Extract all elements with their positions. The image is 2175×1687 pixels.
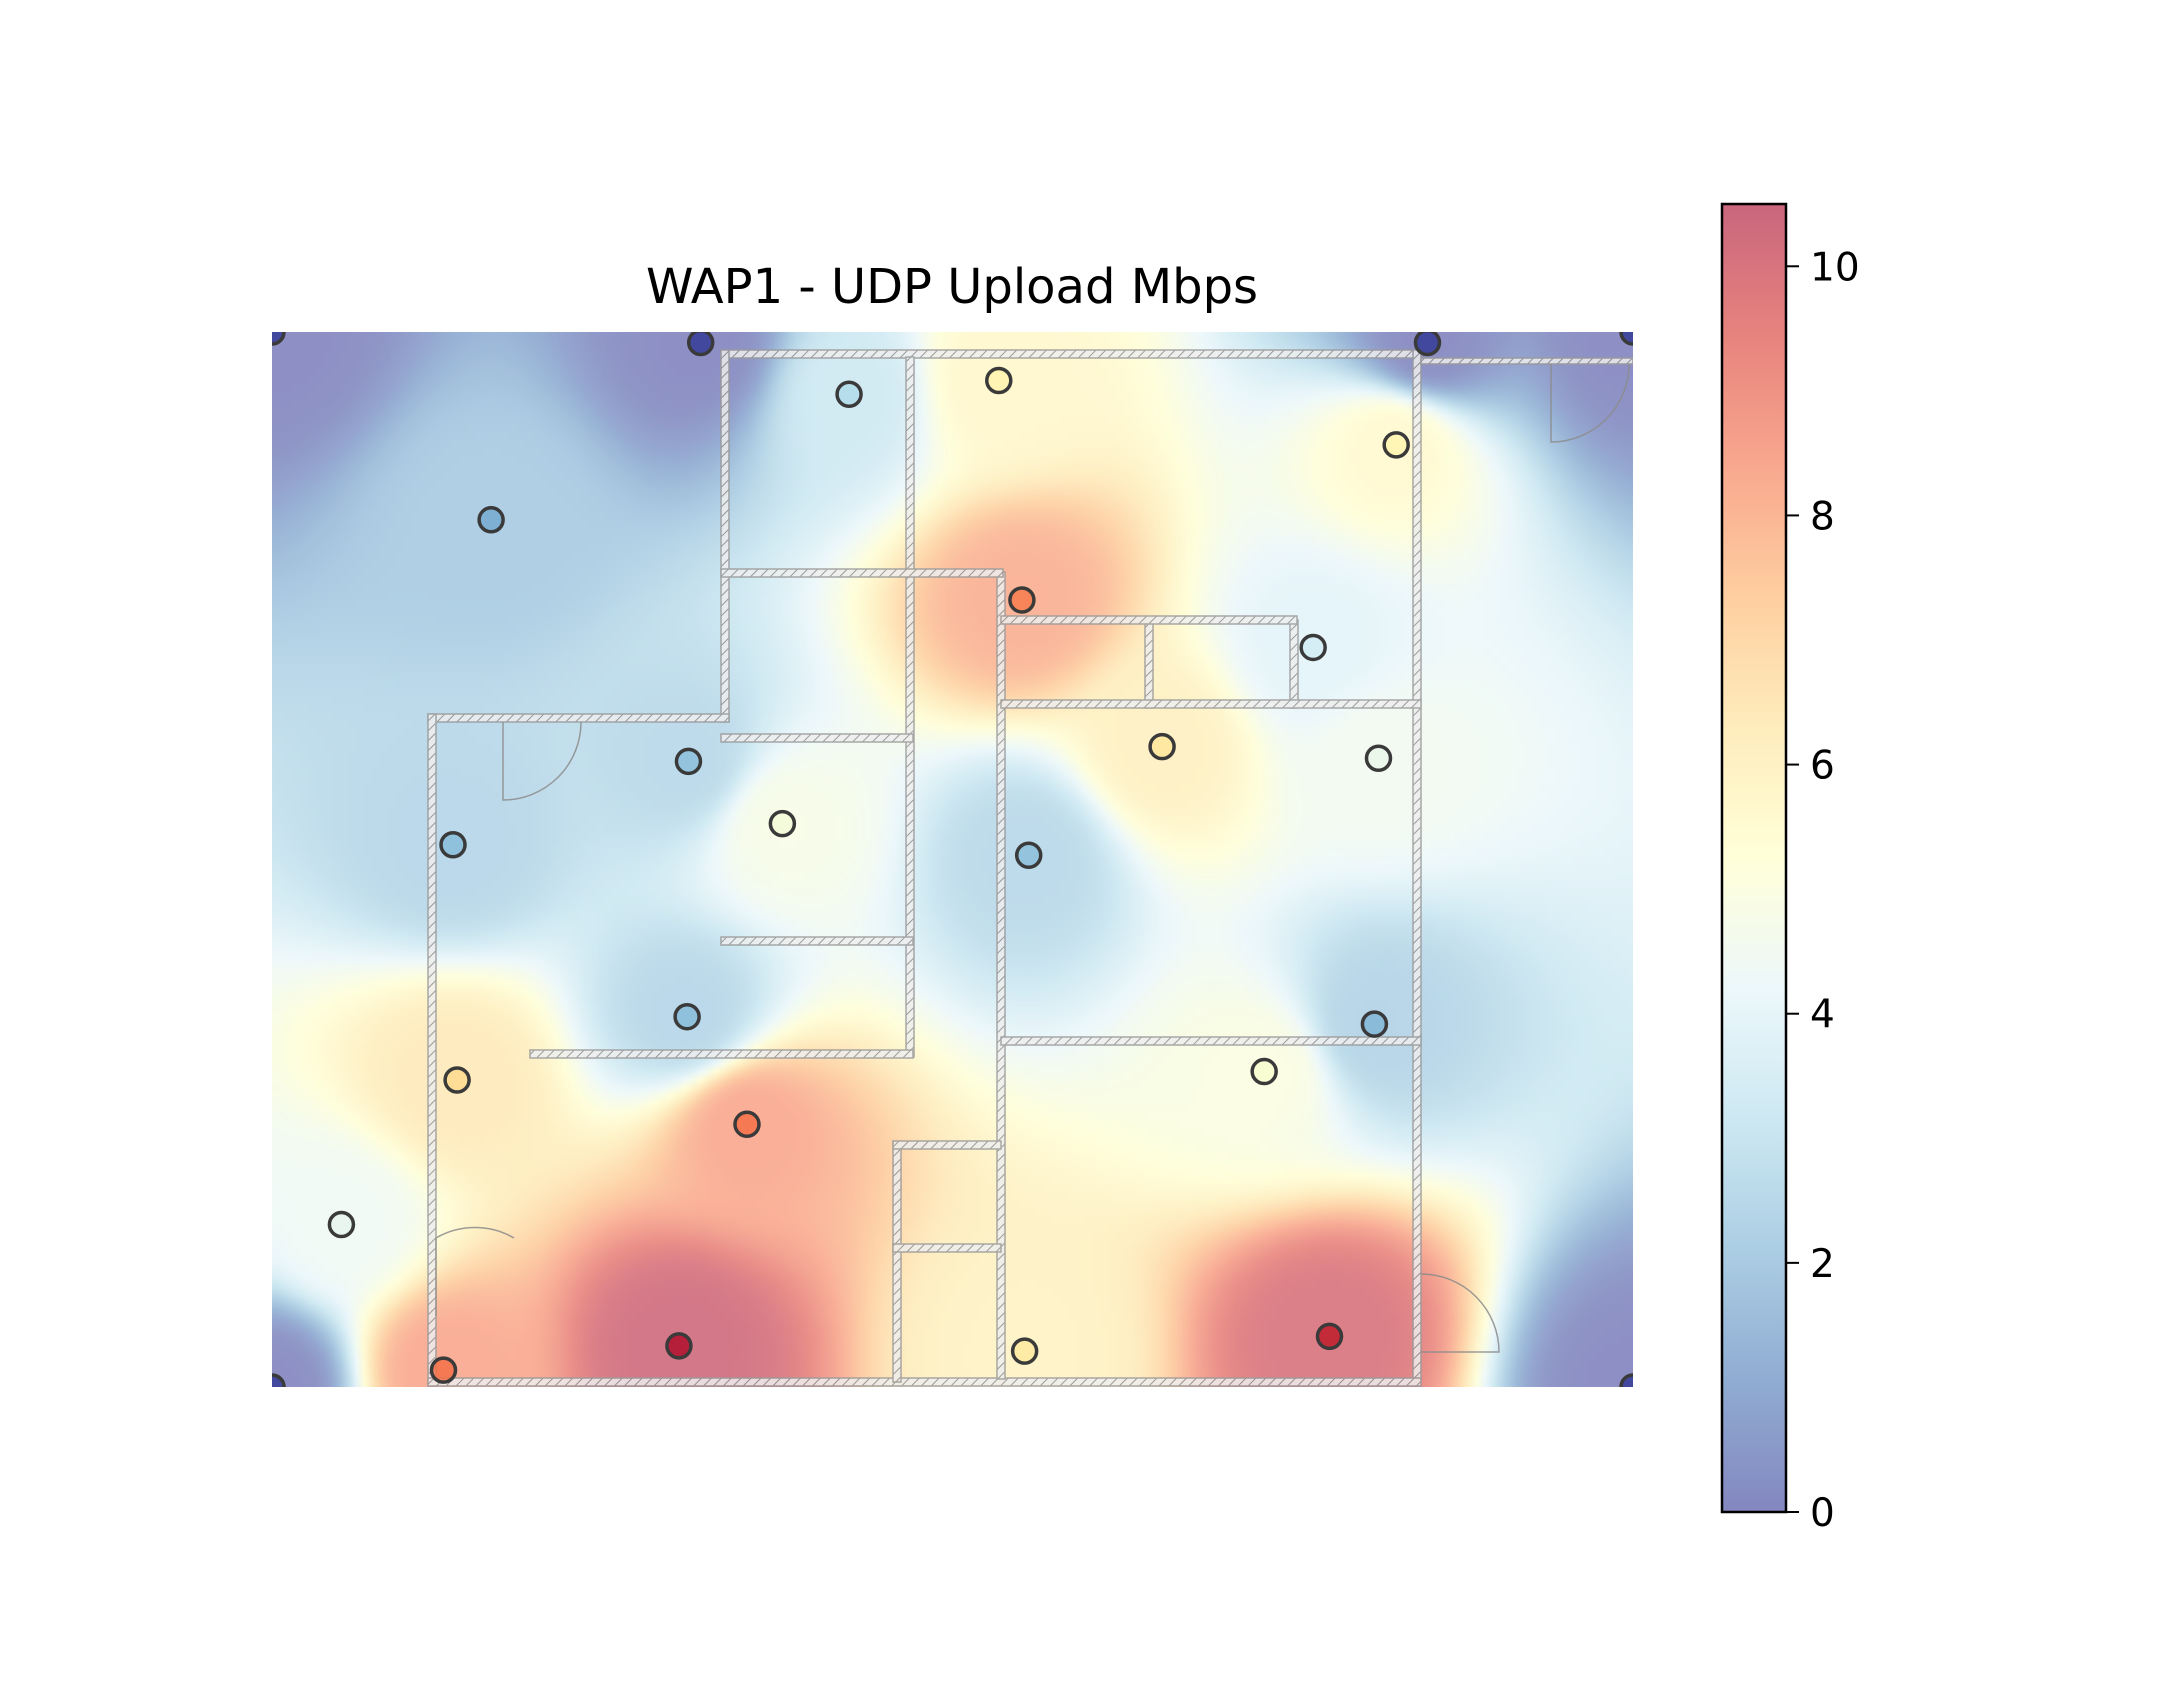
measurement-point [443,1066,471,1094]
measurement-point [1014,841,1043,870]
measurement-point [1382,431,1410,459]
colorbar-tick-label: 10 [1810,245,1860,290]
measurement-point [429,1356,458,1384]
measurement-point [272,1373,286,1387]
measurement-point [665,1332,693,1360]
measurement-point [768,809,797,838]
measurement-point [1315,1322,1344,1351]
measurement-point [985,366,1013,395]
colorbar-frame [1720,202,1788,1514]
measurement-point [1250,1057,1278,1086]
colorbar-gradient [1722,204,1786,1512]
measurement-point [1413,332,1442,357]
colorbar-tick-label: 8 [1810,494,1835,539]
plot-area [272,332,1633,1387]
chart-title: WAP1 - UDP Upload Mbps [646,259,1258,315]
measurement-point [1619,1373,1633,1387]
colorbar-tick-label: 4 [1810,993,1835,1038]
measurement-point [477,506,505,534]
measurement-point [686,332,715,357]
measurement-point [1148,732,1176,761]
colorbar-tick-label: 0 [1810,1491,1835,1536]
measurement-point [1008,586,1036,614]
heatmap-surface [272,332,1633,1387]
measurement-point [1299,633,1327,662]
measurement-point [272,332,286,346]
measurement-point [327,1210,356,1239]
colorbar: 0 2 4 6 8 10 [1720,202,1860,1536]
walls [427,349,1633,1387]
measurement-points [272,332,1633,1387]
measurement-point [733,1110,761,1139]
floor-plan [427,349,1633,1387]
measurement-point [1010,1337,1039,1365]
measurement-point [1619,332,1633,346]
doors [435,363,1630,1353]
measurement-point [439,830,467,859]
measurement-point [1360,1010,1389,1038]
colorbar-ticks: 0 2 4 6 8 10 [1786,245,1860,1536]
measurement-point [1364,744,1393,772]
colorbar-tick-label: 2 [1810,1242,1835,1287]
measurement-point [835,380,863,408]
measurement-point [673,1002,701,1031]
measurement-point [674,747,703,776]
colorbar-tick-label: 6 [1810,744,1835,789]
